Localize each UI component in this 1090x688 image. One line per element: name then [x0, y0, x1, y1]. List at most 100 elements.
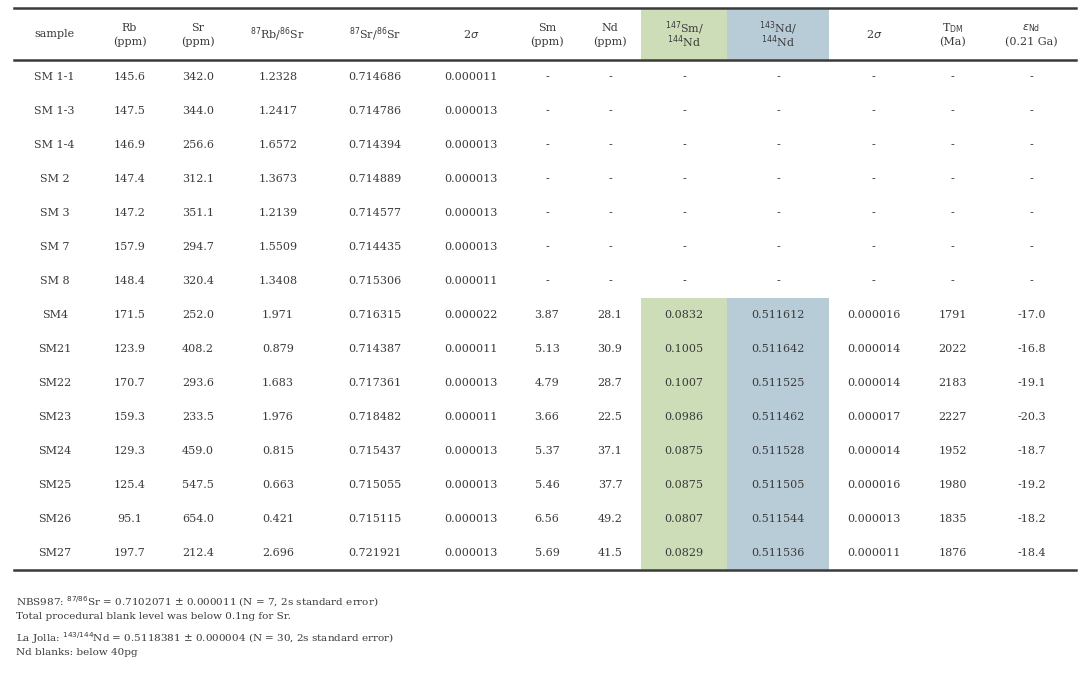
- Text: 28.1: 28.1: [597, 310, 622, 320]
- Text: 0.000016: 0.000016: [847, 480, 900, 490]
- Text: -: -: [950, 276, 955, 286]
- Text: -19.1: -19.1: [1017, 378, 1045, 388]
- Text: Nd blanks: below 40pg: Nd blanks: below 40pg: [16, 648, 137, 657]
- Text: $^{144}$Nd: $^{144}$Nd: [667, 34, 701, 50]
- Text: 0.000017: 0.000017: [847, 412, 900, 422]
- Text: 0.815: 0.815: [262, 446, 294, 456]
- Text: SM25: SM25: [38, 480, 71, 490]
- Text: 0.511525: 0.511525: [751, 378, 804, 388]
- Text: -: -: [682, 106, 686, 116]
- Text: SM 1-4: SM 1-4: [35, 140, 75, 150]
- Text: -: -: [545, 276, 549, 286]
- Text: NBS987: $^{87/86}$Sr = 0.7102071 $\pm$ 0.000011 (N = 7, 2s standard error): NBS987: $^{87/86}$Sr = 0.7102071 $\pm$ 0…: [16, 594, 378, 609]
- Bar: [727, 468, 829, 502]
- Text: SM 1-1: SM 1-1: [35, 72, 75, 82]
- Text: 0.1005: 0.1005: [665, 344, 704, 354]
- Bar: [642, 434, 727, 468]
- Text: $^{147}$Sm/: $^{147}$Sm/: [665, 19, 704, 36]
- Text: SM 8: SM 8: [40, 276, 70, 286]
- Text: 0.715306: 0.715306: [349, 276, 401, 286]
- Text: 294.7: 294.7: [182, 242, 214, 252]
- Bar: [727, 502, 829, 536]
- Text: $\varepsilon_{\rm Nd}$: $\varepsilon_{\rm Nd}$: [1022, 22, 1040, 34]
- Text: 0.1007: 0.1007: [665, 378, 704, 388]
- Text: 0.0875: 0.0875: [665, 480, 704, 490]
- Text: -: -: [950, 174, 955, 184]
- Text: 0.000016: 0.000016: [847, 310, 900, 320]
- Text: -18.7: -18.7: [1017, 446, 1045, 456]
- Text: $^{144}$Nd: $^{144}$Nd: [761, 34, 795, 50]
- Text: 1.6572: 1.6572: [258, 140, 298, 150]
- Text: 22.5: 22.5: [597, 412, 622, 422]
- Text: 1.976: 1.976: [262, 412, 294, 422]
- Text: 146.9: 146.9: [113, 140, 146, 150]
- Text: -16.8: -16.8: [1017, 344, 1045, 354]
- Text: sample: sample: [35, 29, 75, 39]
- Text: 4.79: 4.79: [534, 378, 559, 388]
- Text: -: -: [1029, 106, 1033, 116]
- Text: (Ma): (Ma): [940, 37, 966, 47]
- Text: -: -: [608, 72, 611, 82]
- Text: 0.000013: 0.000013: [444, 514, 497, 524]
- Text: 0.714387: 0.714387: [349, 344, 401, 354]
- Text: 0.0986: 0.0986: [665, 412, 704, 422]
- Text: 37.1: 37.1: [597, 446, 622, 456]
- Text: 233.5: 233.5: [182, 412, 214, 422]
- Text: 147.5: 147.5: [113, 106, 145, 116]
- Text: 351.1: 351.1: [182, 208, 214, 218]
- Text: 2227: 2227: [938, 412, 967, 422]
- Text: 0.000013: 0.000013: [444, 208, 497, 218]
- Text: SM 7: SM 7: [40, 242, 70, 252]
- Text: 252.0: 252.0: [182, 310, 214, 320]
- Text: -: -: [608, 208, 611, 218]
- Text: -: -: [1029, 140, 1033, 150]
- Text: SM24: SM24: [38, 446, 71, 456]
- Text: 2183: 2183: [938, 378, 967, 388]
- Text: 0.511528: 0.511528: [751, 446, 804, 456]
- Text: $^{87}$Sr/$^{86}$Sr: $^{87}$Sr/$^{86}$Sr: [349, 25, 401, 43]
- Text: -17.0: -17.0: [1017, 310, 1045, 320]
- Text: 2.696: 2.696: [262, 548, 294, 558]
- Text: 256.6: 256.6: [182, 140, 214, 150]
- Text: 0.715055: 0.715055: [349, 480, 401, 490]
- Text: 0.714435: 0.714435: [349, 242, 401, 252]
- Text: -: -: [608, 276, 611, 286]
- Bar: [642, 468, 727, 502]
- Text: 1.3673: 1.3673: [258, 174, 298, 184]
- Text: (ppm): (ppm): [112, 36, 146, 47]
- Text: 0.714394: 0.714394: [349, 140, 401, 150]
- Text: 0.0829: 0.0829: [665, 548, 704, 558]
- Text: 0.663: 0.663: [262, 480, 294, 490]
- Text: SM 3: SM 3: [40, 208, 70, 218]
- Text: -19.2: -19.2: [1017, 480, 1045, 490]
- Text: 0.721921: 0.721921: [349, 548, 401, 558]
- Text: -: -: [1029, 208, 1033, 218]
- Text: 197.7: 197.7: [113, 548, 145, 558]
- Text: 342.0: 342.0: [182, 72, 214, 82]
- Text: 0.716315: 0.716315: [349, 310, 401, 320]
- Text: 0.000011: 0.000011: [444, 344, 497, 354]
- Text: -: -: [776, 106, 779, 116]
- Text: -: -: [950, 140, 955, 150]
- Text: (0.21 Ga): (0.21 Ga): [1005, 37, 1057, 47]
- Text: 0.000013: 0.000013: [444, 140, 497, 150]
- Text: -: -: [608, 242, 611, 252]
- Bar: [642, 366, 727, 400]
- Text: 0.718482: 0.718482: [349, 412, 401, 422]
- Bar: [642, 298, 727, 332]
- Text: 1.2328: 1.2328: [258, 72, 298, 82]
- Text: 0.0832: 0.0832: [665, 310, 704, 320]
- Text: -: -: [682, 72, 686, 82]
- Text: -20.3: -20.3: [1017, 412, 1045, 422]
- Text: 0.000013: 0.000013: [847, 514, 900, 524]
- Text: $^{143}$Nd/: $^{143}$Nd/: [759, 19, 797, 36]
- Text: -: -: [872, 174, 875, 184]
- Text: 0.714686: 0.714686: [349, 72, 401, 82]
- Text: 5.46: 5.46: [534, 480, 559, 490]
- Text: 0.000014: 0.000014: [847, 378, 900, 388]
- Bar: [727, 434, 829, 468]
- Text: 0.000011: 0.000011: [847, 548, 900, 558]
- Text: -: -: [950, 242, 955, 252]
- Text: -: -: [872, 242, 875, 252]
- Text: -18.2: -18.2: [1017, 514, 1045, 524]
